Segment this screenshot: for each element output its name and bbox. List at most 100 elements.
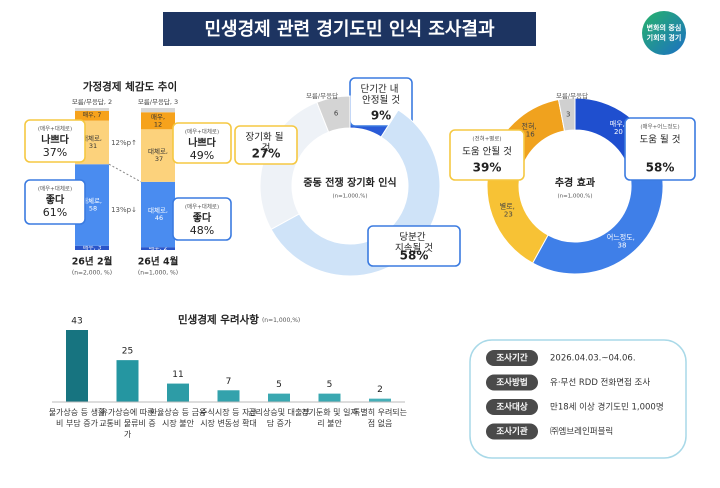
value-label: 7 [226,377,232,387]
value-label: 43 [71,317,82,327]
donut-segment [316,95,351,133]
value-label: 2 [377,385,383,395]
bar-segment [141,108,175,113]
bar-segment [75,110,109,121]
survey-value: ㈜엠브레인퍼블릭 [550,426,613,437]
survey-label-pill [486,423,538,440]
segment-category: 모름/무응답 [306,92,338,100]
page-title: 민생경제 관련 경기도민 인식 조사결과 [204,19,494,40]
segment-label: 모름/무응답, 3 [138,98,178,106]
callout-value: 48% [190,224,214,237]
category-label: 환율상승 등 금융시장 불안 [149,408,207,428]
callout-qualifier: (매우+어느정도) [640,123,679,131]
callout-value: 58% [646,161,675,175]
category-label: 특별히 우려되는 점 없음 [352,408,408,428]
value-label: 5 [276,380,282,390]
category-label: 물가상승 등 생활비 부담 증가 [48,408,106,428]
bar-segment [141,129,175,182]
bar-segment [75,108,109,111]
callout-label: 당분간 지속될 것 [395,232,433,254]
donut-segment [259,101,330,231]
segment-label: 매우, 7 [83,111,102,119]
donut-title: 중동 전쟁 장기화 인식 [303,176,396,189]
bar [66,330,88,402]
category-label: 26년 2월 [72,256,113,268]
callout-qualifier: (매우+대체로) [185,128,219,136]
callout-label: 도움 될 것 [640,135,681,146]
callout-label: 좋다 [46,193,65,206]
bar [369,398,391,402]
survey-label: 조사대상 [496,402,527,413]
callout-qualifier: (전혀+별로) [472,135,501,143]
category-label: 경기둔화 및 일자리 불안 [301,408,358,428]
chart-title: 민생경제 우려사항 [178,313,259,326]
survey-label: 조사방법 [496,377,527,388]
callout-box [234,125,298,165]
segment-label: 대체로, 46 [148,207,168,222]
callout-box [624,117,696,181]
survey-value: 유·무선 RDD 전화면접 조사 [550,377,650,388]
survey-label-pill [486,350,538,366]
segment-label: 대체로, 58 [82,197,102,212]
bar [116,360,139,402]
bar [318,393,341,402]
segment-label: 대체로, 37 [148,148,168,163]
bar [217,390,240,402]
callout-label: 도움 안될 것 [462,147,512,158]
category-label: 유가상승에 따른 교통비 물류비 증가 [99,408,156,439]
bar [167,383,189,402]
change-label: 12%p↑ [111,139,137,147]
bar [268,393,290,402]
change-label: 13%p↓ [111,206,137,214]
callout-value: 61% [43,206,67,219]
segment-label: 대체로, 31 [82,134,102,149]
segment-label: 매우, 3 [83,243,102,251]
callout-qualifier: (매우+대체로) [185,203,219,211]
callout-label: 장기화 될 것 [246,132,287,154]
title-box [163,12,536,46]
chart-subtitle: (n=1,000,%) [262,317,300,324]
callout-value: 49% [190,149,214,162]
bar-segment [75,245,109,250]
value-label: 5 [327,380,333,390]
callout-value: 27% [252,147,281,161]
callout-box [449,129,525,181]
segment-label: 6 [334,109,339,117]
segment-label: 매우, 2 [149,244,168,252]
survey-label: 조사기간 [496,353,527,364]
donut-subtitle: (n=1,000,%) [557,194,592,200]
value-label: 25 [122,347,133,357]
callout-value: 9% [371,109,391,123]
category-label: 주식시장 등 자산시장 변동성 확대 [200,408,257,428]
bar-segment [141,247,175,250]
segment-label: 매우, 12 [151,113,165,128]
callout-value: 39% [473,161,502,175]
segment-label: 어느정도, 38 [607,232,635,249]
segment-label: 별로, 23 [500,201,515,218]
callout-box [172,197,232,241]
callout-label: 나쁘다 [188,136,216,149]
callout-label: 단기간 내 안정될 것 [361,84,402,106]
category-label: 26년 4월 [138,256,179,268]
segment-label: 매우, 20 [610,120,625,136]
callout-box [24,179,86,225]
chart-title-group: 민생경제 우려사항 (n=1,000,%) [178,313,300,326]
callout-value: 58% [400,249,429,263]
callout-label: 나쁘다 [41,133,69,146]
survey-label: 조사기관 [496,426,527,437]
donut-subtitle: (n=1,000,%) [332,194,367,200]
survey-value: 만18세 이상 경기도민 1,000명 [550,402,664,413]
callout-value: 37% [43,146,67,159]
segment-label: 모름/무응답, 2 [72,98,112,106]
survey-value: 2026.04.03.~04.06. [550,354,636,364]
category-note: (n=2,000, %) [72,270,112,277]
segment-label: 전혀, 16 [522,122,537,139]
bar-segment [141,181,175,248]
segment-category: 모름/무응답 [556,92,588,100]
logo-text: 변화의 중심 [647,23,682,32]
category-label: 금리상승및 대출부담 증가 [248,408,310,428]
chart-title: 가정경제 체감도 추이 [83,80,177,93]
callout-box [367,225,461,267]
value-label: 11 [172,370,183,380]
